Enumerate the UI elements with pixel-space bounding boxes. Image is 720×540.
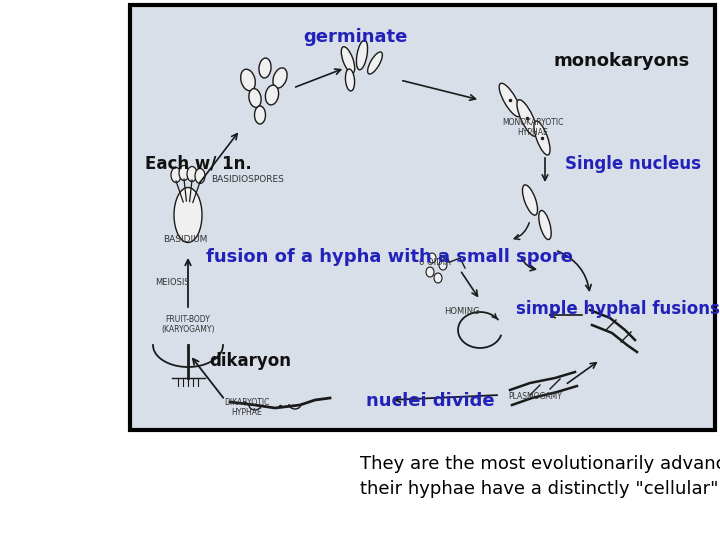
- Ellipse shape: [426, 267, 434, 277]
- Text: MONOKARYOTIC
HYPHAE: MONOKARYOTIC HYPHAE: [503, 118, 564, 137]
- Text: BASIDIUM: BASIDIUM: [163, 235, 207, 244]
- Ellipse shape: [439, 260, 447, 270]
- Ellipse shape: [266, 85, 279, 105]
- Text: They are the most evolutionarily advanced fungi, and even: They are the most evolutionarily advance…: [360, 455, 720, 473]
- Ellipse shape: [249, 89, 261, 107]
- Text: Single nucleus: Single nucleus: [565, 155, 701, 173]
- Text: dikaryon: dikaryon: [209, 352, 291, 370]
- Text: 6 OIDIA: 6 OIDIA: [419, 258, 451, 267]
- Ellipse shape: [341, 47, 355, 73]
- Text: simple hyphal fusions: simple hyphal fusions: [516, 300, 720, 318]
- Ellipse shape: [240, 69, 256, 91]
- Ellipse shape: [539, 211, 552, 240]
- Text: PLASMOGAMY: PLASMOGAMY: [508, 392, 562, 401]
- Text: FRUIT-BODY
(KARYOGAMY): FRUIT-BODY (KARYOGAMY): [161, 315, 215, 334]
- Ellipse shape: [523, 185, 538, 215]
- Ellipse shape: [517, 100, 537, 136]
- Text: nuclei divide: nuclei divide: [366, 392, 495, 410]
- Text: monokaryons: monokaryons: [554, 52, 690, 70]
- Ellipse shape: [434, 273, 442, 283]
- Text: fusion of a hypha with a small spore: fusion of a hypha with a small spore: [207, 248, 574, 266]
- Ellipse shape: [195, 168, 205, 184]
- Bar: [130, 5, 715, 430]
- Ellipse shape: [428, 253, 436, 263]
- Text: their hyphae have a distinctly "cellular" composition.: their hyphae have a distinctly "cellular…: [360, 480, 720, 498]
- Ellipse shape: [254, 106, 266, 124]
- Ellipse shape: [174, 187, 202, 242]
- Ellipse shape: [356, 40, 368, 70]
- Ellipse shape: [179, 165, 189, 180]
- Ellipse shape: [273, 68, 287, 88]
- Text: BASIDIOSPORES: BASIDIOSPORES: [212, 175, 284, 184]
- Ellipse shape: [346, 69, 354, 91]
- Ellipse shape: [171, 167, 181, 183]
- Ellipse shape: [368, 52, 382, 74]
- Text: DIKARYOTIC
HYPHAE: DIKARYOTIC HYPHAE: [225, 398, 270, 417]
- Text: Each w/ 1n.: Each w/ 1n.: [145, 155, 251, 173]
- Ellipse shape: [259, 58, 271, 78]
- Text: HOMING: HOMING: [444, 307, 480, 316]
- Ellipse shape: [499, 83, 521, 117]
- Text: germinate: germinate: [303, 28, 408, 46]
- Text: MEIOSIS: MEIOSIS: [155, 278, 189, 287]
- Ellipse shape: [534, 121, 550, 155]
- Ellipse shape: [187, 166, 197, 181]
